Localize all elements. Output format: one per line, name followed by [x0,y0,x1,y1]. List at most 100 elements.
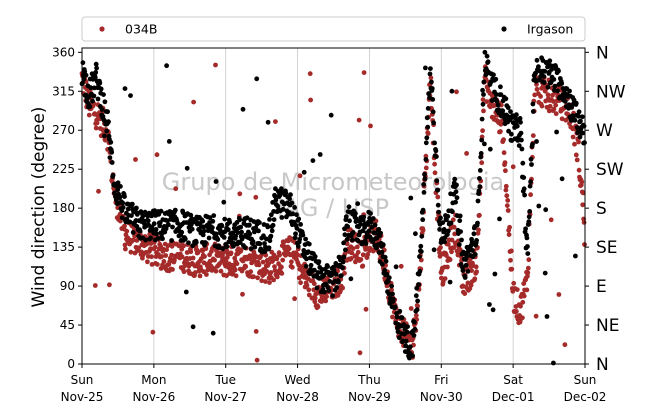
data-point [418,243,424,249]
data-point [525,265,531,271]
data-point [96,188,101,194]
data-point [104,128,110,134]
data-point [405,324,410,329]
data-point [122,86,128,91]
data-point [505,208,511,213]
data-point [333,272,339,277]
data-point [303,236,308,242]
data-point [544,314,550,319]
data-point [572,141,577,147]
data-point [211,213,217,219]
data-point [380,242,386,248]
data-point [532,92,538,98]
data-point [480,87,485,93]
data-point [419,233,425,239]
data-point [323,298,329,304]
data-point [546,108,552,114]
data-point [210,330,216,336]
data-point [548,217,554,223]
data-point [459,237,464,243]
data-point [189,226,195,232]
data-point [477,168,483,173]
data-point [525,270,531,276]
data-point [334,285,340,290]
data-point [478,154,484,160]
data-point [472,252,478,257]
data-point [445,214,451,219]
data-point [497,216,502,222]
data-point [576,113,581,119]
data-point [421,182,426,187]
data-point [118,184,123,189]
data-point [478,151,484,156]
data-point [297,173,303,179]
data-point [355,249,361,255]
data-point [428,75,434,81]
data-point [413,231,418,237]
data-point [184,250,190,255]
data-point [530,101,536,107]
data-point [129,201,135,207]
data-point [257,220,262,226]
data-point [92,75,98,80]
data-point [326,288,332,293]
data-point [429,86,435,91]
data-point [172,207,178,213]
data-point [300,232,306,238]
data-point [430,97,436,102]
data-point [311,281,317,287]
data-point [186,263,192,269]
data-point [274,274,280,280]
data-point [514,123,520,129]
data-point [173,186,179,192]
data-point [376,227,382,232]
data-point [214,231,219,237]
data-point [404,329,410,335]
y-tick-label: 90 [60,279,75,293]
data-point [315,304,321,310]
data-point [555,88,560,94]
data-point [391,296,396,302]
data-point [511,280,517,286]
data-point [306,249,311,255]
data-point [395,329,401,335]
data-point [477,184,483,190]
data-point [363,241,369,247]
data-point [193,240,199,245]
data-point [93,70,99,75]
data-point [413,313,419,318]
data-point [514,112,519,118]
data-point [338,273,344,278]
data-point [184,165,190,171]
data-point [503,168,508,174]
data-point [92,283,98,288]
compass-label: NE [596,316,619,336]
data-point [349,237,355,243]
data-point [423,140,429,146]
x-tick-label-date: Dec-01 [492,390,535,404]
data-point [248,246,254,252]
legend-marker-034B [99,26,105,32]
data-point [154,231,159,237]
data-point [130,237,136,243]
data-point [200,232,206,238]
data-point [412,319,417,325]
data-point [209,225,215,231]
data-point [575,129,581,135]
data-point [408,306,414,311]
data-point [440,220,446,226]
data-point [283,190,289,196]
data-point [475,198,481,204]
data-point [465,269,471,274]
x-tick-label-date: Nov-25 [61,390,104,404]
data-point [536,203,542,209]
data-point [80,60,86,66]
data-point [289,259,294,265]
data-point [469,268,474,273]
y-tick-label: 360 [52,45,75,59]
data-point [454,89,459,95]
data-point [528,179,533,185]
data-point [145,218,151,224]
data-point [506,232,512,238]
data-point [529,162,534,167]
